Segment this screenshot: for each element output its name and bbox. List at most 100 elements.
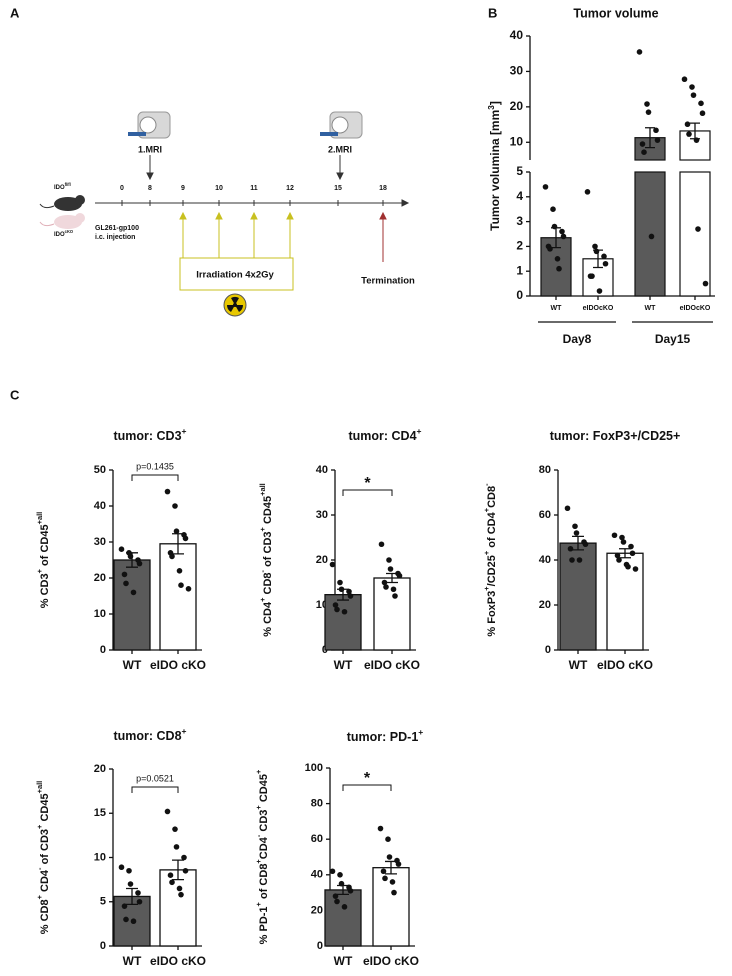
day-label: 10 — [215, 185, 223, 192]
superscript: + — [35, 894, 44, 899]
significance-label: * — [364, 475, 371, 492]
y-tick-label: 30 — [316, 509, 328, 521]
data-point — [690, 92, 697, 98]
data-point — [136, 898, 143, 905]
x-tick-label: WT — [334, 954, 353, 968]
data-point — [337, 579, 343, 586]
y-tick-label: 4 — [516, 189, 523, 203]
superscript: + — [258, 526, 267, 531]
data-point — [135, 890, 141, 896]
data-point — [378, 541, 385, 548]
superscript: + — [182, 726, 187, 736]
superscript: + — [182, 426, 187, 436]
y-tick-label: 10 — [94, 851, 106, 863]
data-point — [636, 49, 643, 55]
group-label: Day15 — [655, 332, 691, 346]
x-tick-label: WT — [123, 658, 142, 672]
data-point — [684, 121, 691, 128]
data-point — [582, 541, 589, 548]
data-point — [182, 867, 189, 874]
data-point — [386, 557, 392, 563]
y-tick-label: 20 — [539, 599, 551, 611]
data-point — [383, 584, 389, 590]
chart-title: tumor: CD3+ — [113, 426, 186, 443]
irradiation-label: Irradiation 4x2Gy — [196, 270, 274, 281]
bar — [159, 543, 197, 651]
data-point — [338, 586, 345, 593]
y-tick-label: 20 — [510, 99, 524, 113]
text-part: tumor: FoxP3+/CD25+ — [550, 429, 681, 443]
x-tick-label: WT — [645, 305, 657, 312]
y-tick-label: 0 — [100, 940, 106, 952]
y-tick-label: 0 — [317, 940, 323, 952]
bar — [159, 869, 197, 947]
text-part: CD4 — [39, 869, 51, 895]
superscript: + — [35, 824, 44, 829]
chart-title: tumor: PD-1+ — [347, 727, 424, 744]
y-tick-label: 2 — [516, 239, 523, 253]
data-point — [332, 602, 339, 608]
x-tick-label: WT — [123, 954, 142, 968]
x-tick-label: WT — [569, 658, 588, 672]
text-part: CD45 — [258, 774, 270, 805]
mouse-label: IDOcKO — [54, 229, 73, 238]
superscript: - — [35, 867, 44, 870]
data-point — [695, 226, 701, 232]
y-axis-label: % FoxP3+/CD25+ of CD4+CD8- — [482, 483, 497, 637]
mouse-label: IDOfl/fl — [54, 182, 71, 191]
data-point — [386, 854, 393, 860]
error-bar — [172, 859, 184, 881]
y-tick-label: 3 — [516, 214, 523, 228]
data-point — [550, 206, 556, 212]
data-point — [377, 825, 384, 832]
y-tick-label: 40 — [311, 869, 323, 881]
data-point — [169, 879, 175, 886]
y-tick-label: 15 — [94, 807, 106, 819]
data-point — [337, 872, 343, 878]
text-part: of CD3 — [39, 829, 51, 868]
data-point — [118, 864, 125, 871]
superscript: + — [254, 805, 263, 810]
y-tick-label: 0 — [516, 288, 523, 302]
data-point — [182, 535, 189, 542]
data-point — [181, 854, 187, 861]
superscript: +all — [35, 781, 44, 794]
data-point — [347, 593, 354, 599]
superscript: - — [258, 569, 267, 572]
data-point — [648, 233, 655, 240]
day-label: 18 — [379, 185, 387, 192]
y-tick-label: 80 — [539, 464, 551, 476]
y-tick-label: 20 — [316, 554, 328, 566]
x-tick-label: WT — [334, 658, 353, 672]
superscript: + — [482, 507, 491, 512]
data-point — [123, 916, 129, 923]
injection-label: i.c. injection — [95, 234, 135, 241]
panel-label: C — [10, 387, 20, 402]
data-point — [329, 561, 336, 568]
x-tick-label: eIDOcKO — [680, 305, 711, 312]
y-tick-label: 20 — [94, 572, 106, 584]
data-point — [551, 223, 558, 230]
x-tick-label: eIDO cKO — [150, 954, 206, 968]
data-point — [556, 265, 562, 272]
data-point — [593, 248, 600, 255]
text-part: CD45 — [39, 793, 51, 824]
significance-bracket — [131, 474, 179, 481]
y-tick-label: 5 — [100, 896, 106, 908]
day-label: 15 — [334, 185, 342, 192]
data-point — [576, 557, 583, 563]
data-point — [572, 523, 578, 530]
data-point — [592, 243, 598, 250]
data-point — [601, 253, 607, 260]
data-point — [382, 875, 388, 882]
data-point — [380, 868, 387, 875]
x-tick-label: eIDO cKO — [363, 954, 419, 968]
text-part: IDO — [54, 185, 65, 191]
data-point — [596, 288, 603, 294]
text-part: CD8 — [486, 486, 498, 508]
y-axis-label: % CD8+ CD4- of CD3+ CD45+all — [35, 781, 50, 935]
data-point — [641, 149, 647, 156]
bar — [679, 171, 711, 297]
data-point — [689, 84, 695, 90]
